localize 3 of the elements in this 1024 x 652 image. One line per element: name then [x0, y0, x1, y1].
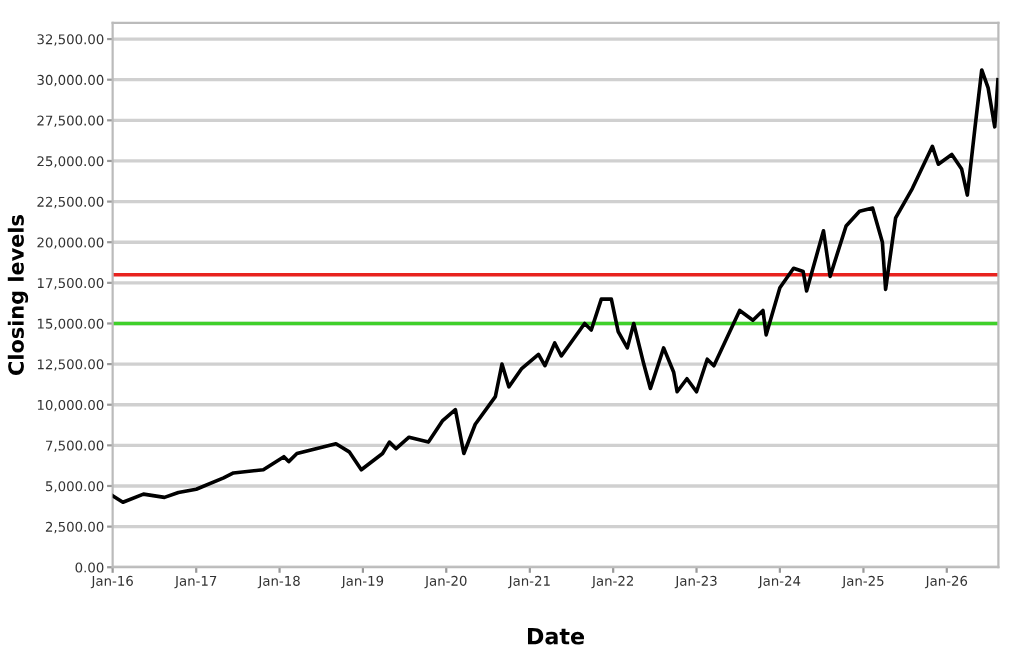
y-axis-title: Closing levels — [7, 215, 29, 375]
line-series — [112, 68, 999, 505]
x-axis-title: Date — [527, 628, 585, 645]
